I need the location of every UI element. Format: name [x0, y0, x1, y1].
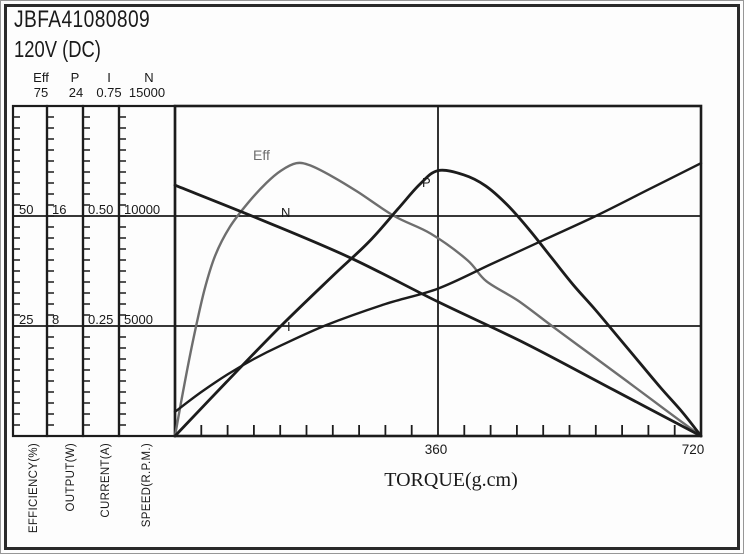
scale-header-n: N: [144, 70, 154, 85]
scale-max-eff: 75: [33, 85, 49, 100]
scale-header-eff: Eff: [33, 70, 49, 85]
curve-label-n: N: [281, 205, 291, 220]
scale-max-n: 15000: [128, 85, 166, 100]
page-title: JBFA41080809: [14, 6, 151, 33]
x-tick-720: 720: [681, 442, 705, 457]
curve-label-eff: Eff: [253, 147, 270, 163]
scale-low-n: 5000: [124, 312, 153, 327]
scale-mid-n: 10000: [124, 202, 161, 217]
scale-mid-p: 16: [52, 202, 67, 217]
scale-max-i: 0.75: [96, 85, 122, 100]
scale-header-i: I: [107, 70, 111, 85]
curve-label-p: P: [422, 175, 431, 190]
voltage-subtitle: 120V (DC): [14, 36, 101, 62]
scale-low-eff: 25: [19, 312, 34, 327]
scale-low-i: 0.25: [88, 312, 114, 327]
axis-label-efficiency: EFFICIENCY(%): [28, 443, 40, 534]
scale-low-p: 8: [52, 312, 60, 327]
axis-label-output: OUTPUT(W): [65, 443, 77, 512]
scale-mid-eff: 50: [19, 202, 34, 217]
axis-label-speed: SPEED(R.P.M.): [141, 443, 153, 528]
x-axis-label: TORQUE(g.cm): [384, 469, 518, 491]
scale-mid-i: 0.50: [88, 202, 114, 217]
scale-header-p: P: [70, 70, 80, 85]
curve-label-i: I: [287, 319, 291, 334]
x-tick-360: 360: [424, 442, 448, 457]
scale-max-p: 24: [68, 85, 84, 100]
axis-label-current: CURRENT(A): [100, 443, 112, 518]
